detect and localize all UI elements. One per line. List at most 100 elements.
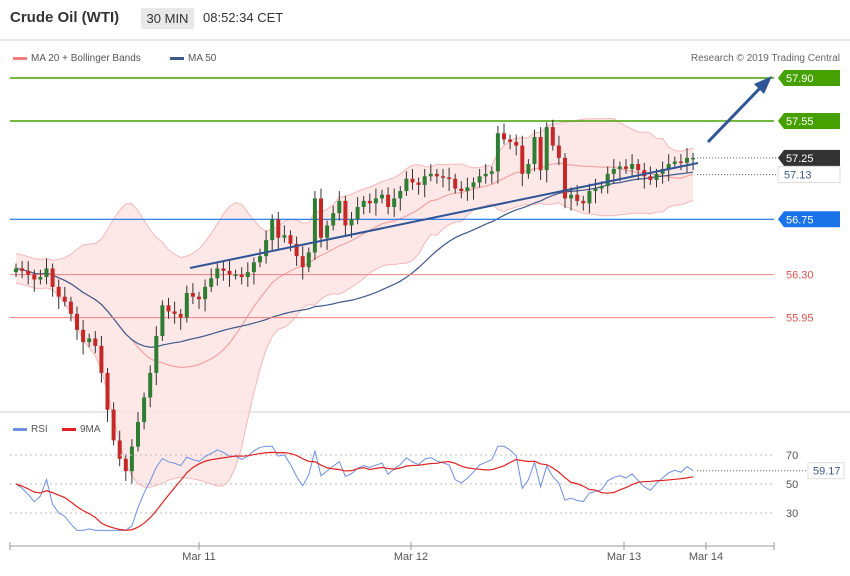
- candle-body: [465, 187, 470, 192]
- candle-body: [459, 188, 464, 192]
- candle-body: [166, 305, 171, 312]
- candle-body: [361, 200, 366, 208]
- candle-body: [447, 177, 452, 180]
- level-label-56-75: 56.75: [786, 214, 814, 226]
- legend-bollinger: MA 20 + Bollinger Bands: [13, 53, 141, 64]
- candle-body: [617, 166, 622, 169]
- candle-body: [575, 194, 580, 201]
- candle-body: [599, 186, 604, 189]
- candle-body: [148, 372, 153, 398]
- candle-body: [221, 268, 226, 271]
- legend-label-rsi: RSI: [31, 424, 48, 435]
- candle-body: [630, 164, 635, 169]
- candle-body: [129, 446, 134, 472]
- candle-body: [300, 256, 305, 268]
- candle-body: [14, 268, 18, 273]
- candle-body: [422, 176, 427, 185]
- candle-body: [160, 305, 165, 337]
- candle-body: [398, 191, 403, 199]
- candle-body: [453, 178, 458, 189]
- candle-body: [428, 173, 433, 177]
- candle-body: [508, 139, 513, 142]
- candle-body: [386, 194, 391, 208]
- candle-body: [605, 173, 610, 187]
- candle-body: [105, 372, 110, 410]
- interval-badge[interactable]: 30 MIN: [141, 8, 194, 29]
- legend-swatch-bollinger: [13, 56, 27, 60]
- candle-body: [99, 345, 104, 373]
- candle-body: [312, 198, 317, 253]
- candle-body: [367, 200, 372, 204]
- candle-body: [93, 338, 98, 346]
- candle-body: [239, 274, 244, 278]
- candle-body: [593, 188, 598, 192]
- level-label-56-30: 56.30: [786, 270, 814, 282]
- legend-swatch-rsi: [13, 427, 27, 431]
- candle-body: [532, 136, 537, 165]
- x-label-mar-13: Mar 13: [607, 551, 641, 563]
- level-badge-56-75: [778, 211, 840, 228]
- credit-text: Research © 2019 Trading Central: [690, 53, 840, 64]
- x-label-mar-11: Mar 11: [182, 551, 215, 563]
- candle-body: [209, 278, 214, 287]
- bollinger-band-area: [16, 118, 694, 488]
- candle-body: [392, 198, 397, 208]
- rsi-line: [15, 445, 694, 531]
- projection-arrow-head: [754, 76, 772, 94]
- candle-body: [111, 409, 116, 441]
- candle-body: [520, 145, 525, 174]
- candle-body: [672, 161, 677, 165]
- candle-body: [355, 207, 360, 220]
- level-badge-57-55: [778, 113, 840, 130]
- projection-arrow-shaft: [706, 84, 764, 144]
- level-label-55-95: 55.95: [786, 313, 814, 325]
- candle-body: [117, 440, 122, 459]
- candle-body: [404, 178, 409, 192]
- candle-body: [343, 200, 348, 226]
- last-price-label: 57.25: [786, 153, 814, 165]
- candle-body: [648, 176, 653, 180]
- candle-body: [294, 243, 299, 257]
- rsi-last-label: 59.17: [813, 466, 841, 478]
- candle-body: [319, 198, 323, 238]
- candle-body: [251, 262, 256, 273]
- candle-body: [178, 313, 183, 318]
- candle-body: [331, 213, 336, 226]
- candle-body: [245, 272, 250, 278]
- candle-body: [489, 171, 494, 174]
- x-label-mar-12: Mar 12: [394, 551, 428, 563]
- candle-body: [691, 157, 696, 160]
- rsi-last-box: [807, 462, 845, 480]
- candle-body: [538, 136, 543, 171]
- candle-body: [197, 296, 201, 300]
- candle-body: [325, 225, 330, 238]
- candle-body: [410, 178, 415, 183]
- candle-body: [416, 182, 421, 185]
- candle-body: [233, 274, 238, 277]
- candle-body: [20, 268, 25, 271]
- last-price-badge: [778, 149, 840, 166]
- candle-body: [654, 173, 659, 180]
- candle-body: [44, 268, 49, 278]
- rsi-ma-line: [15, 451, 694, 531]
- candle-body: [227, 270, 232, 275]
- candle-body: [563, 157, 567, 199]
- legend-rsi-ma: 9MA: [62, 424, 101, 435]
- candle-body: [587, 191, 592, 204]
- candle-body: [62, 296, 67, 302]
- level-label-57-55: 57.55: [786, 116, 814, 128]
- candle-body: [270, 219, 275, 241]
- candle-body: [203, 286, 208, 300]
- legend-swatch-rsi-ma: [62, 427, 76, 431]
- candle-body: [276, 219, 281, 238]
- candle-body: [660, 168, 665, 174]
- trendline-support: [189, 162, 699, 269]
- candle-body: [550, 127, 555, 146]
- candle-body: [50, 268, 55, 287]
- candle-body: [471, 182, 476, 188]
- candle-body: [68, 301, 73, 314]
- legend-label-bollinger: MA 20 + Bollinger Bands: [31, 53, 141, 64]
- candle-body: [87, 338, 92, 343]
- legend-rsi: RSI: [13, 424, 48, 435]
